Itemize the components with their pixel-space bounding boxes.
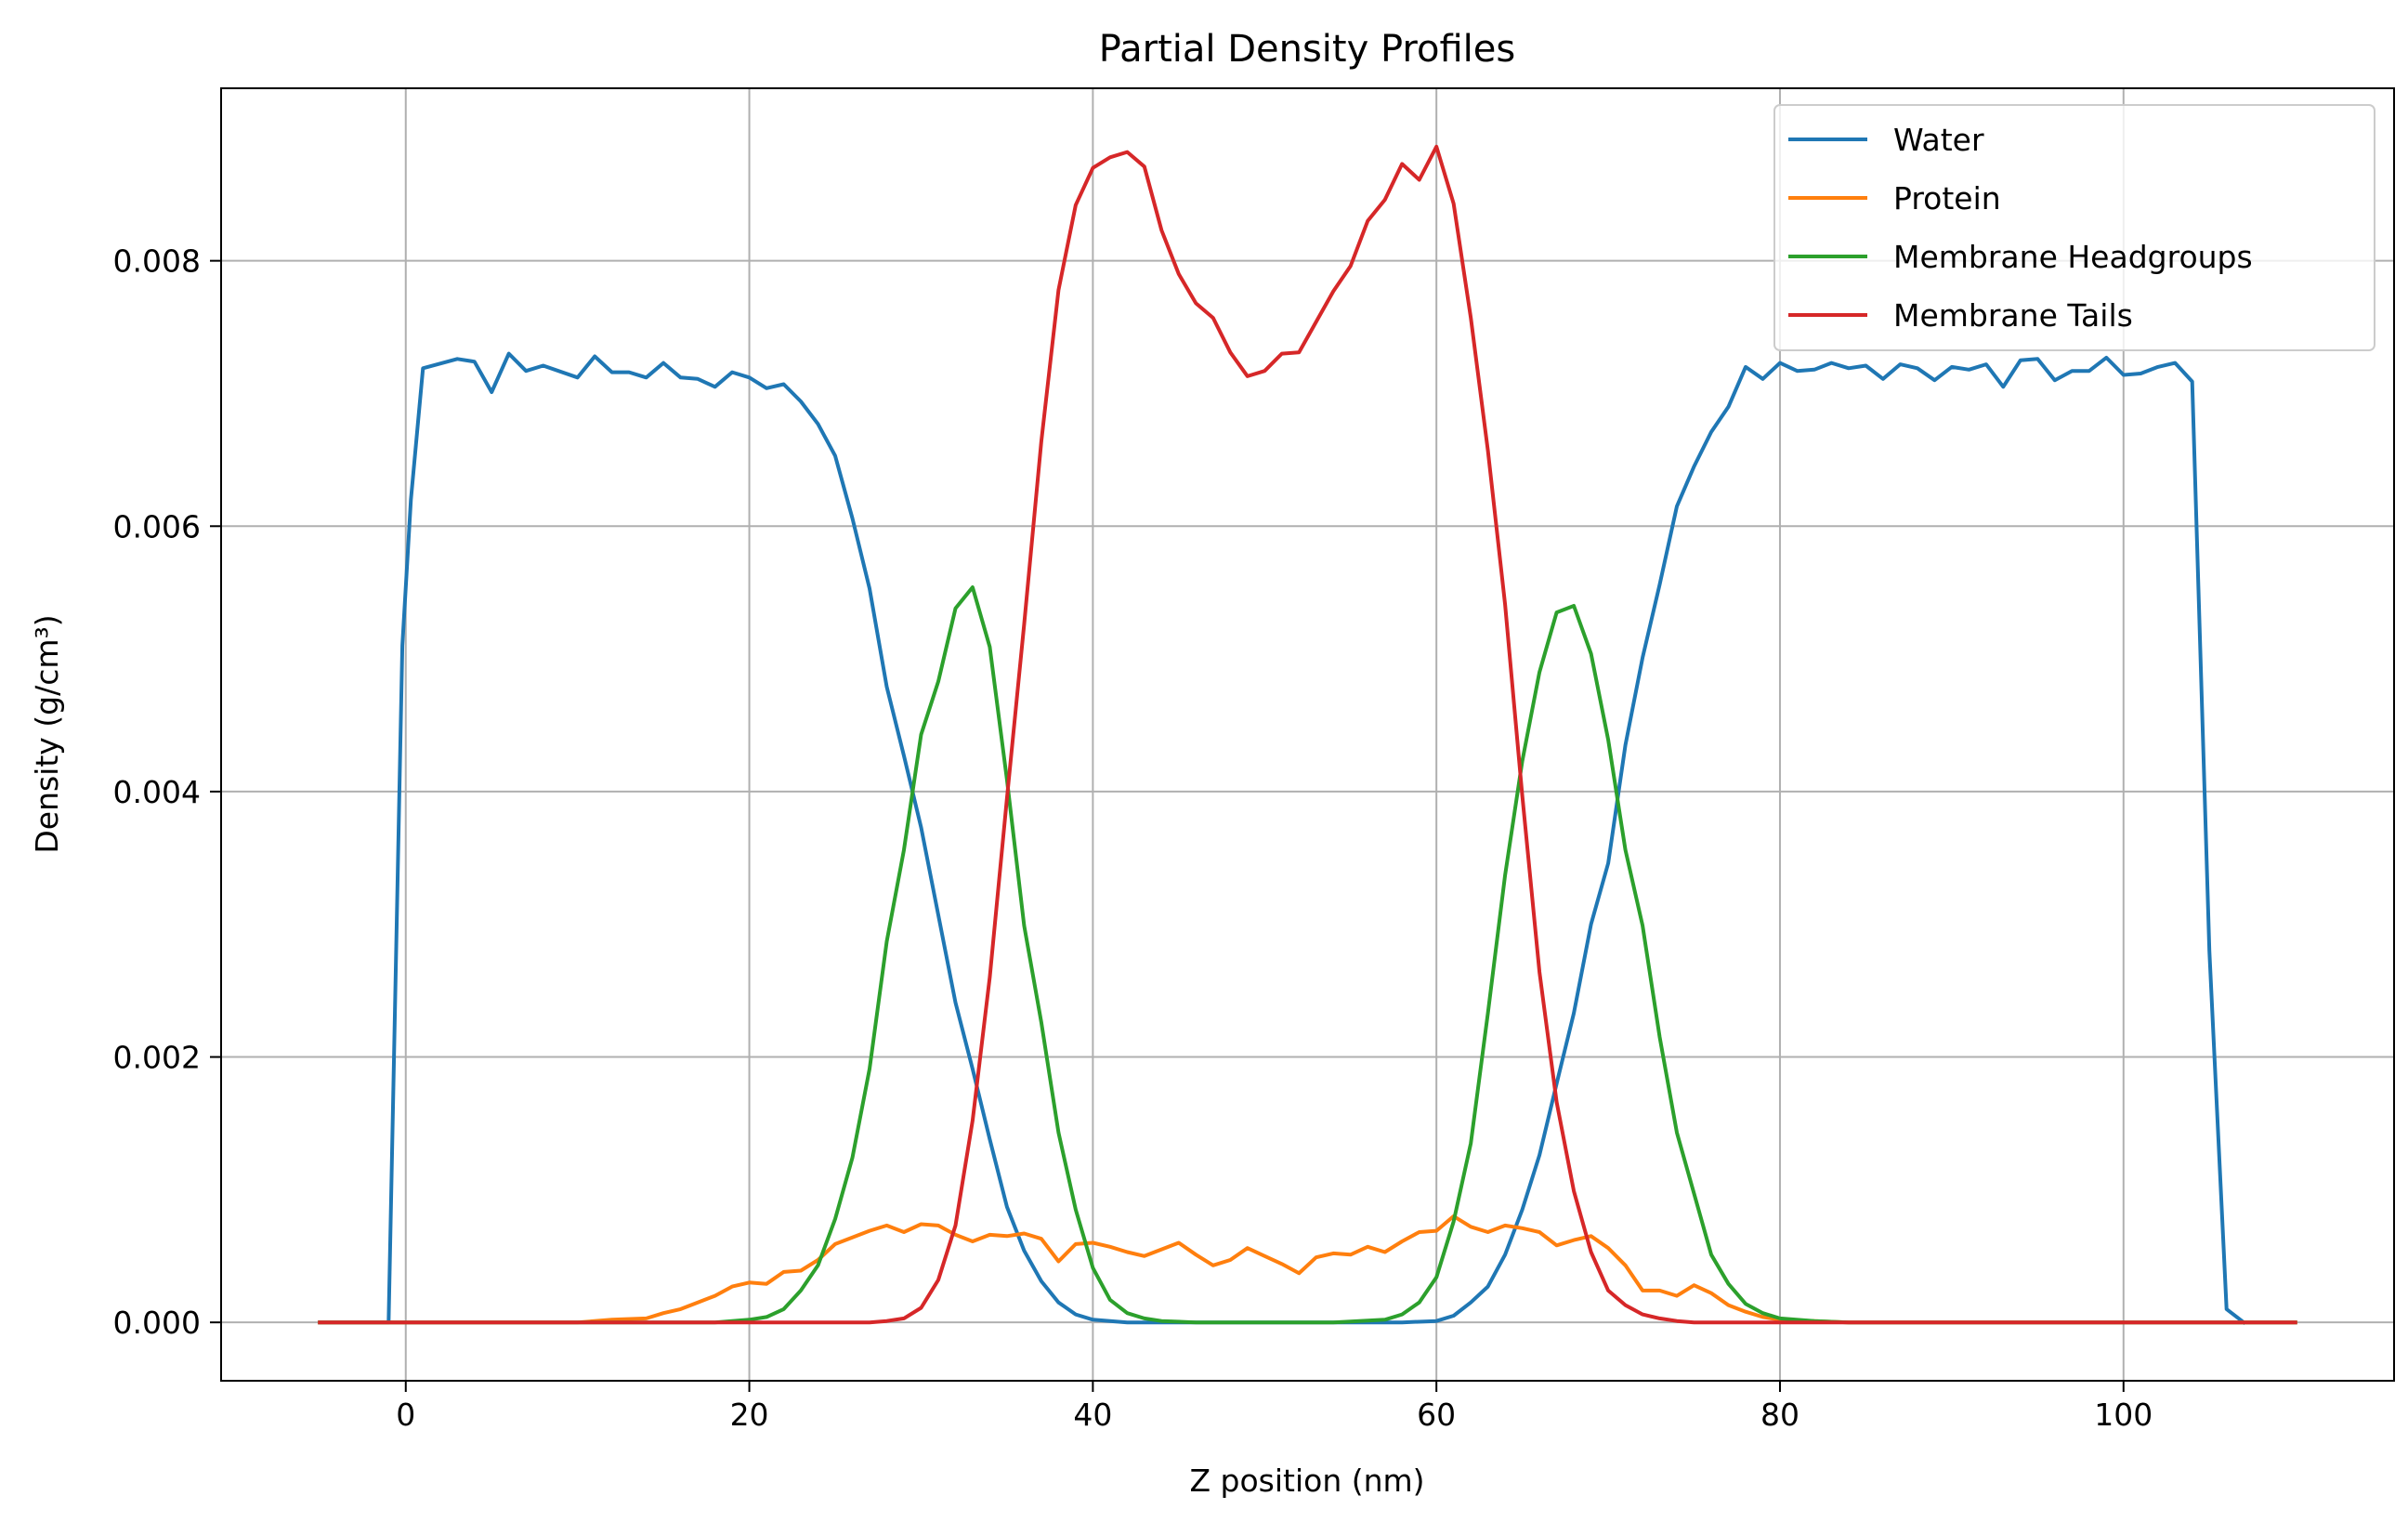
series-line-protein — [318, 1214, 2297, 1325]
x-axis-label: Z position (nm) — [1189, 1463, 1424, 1499]
plot-frame — [220, 87, 2395, 1382]
x-tick-label: 0 — [396, 1397, 415, 1433]
legend: Water Protein Membrane Headgroups Membrane … — [1773, 104, 2375, 351]
legend-label-water: Water — [1893, 122, 1984, 158]
y-tick-label: 0.004 — [113, 774, 201, 810]
y-tick-label: 0.006 — [113, 508, 201, 545]
x-tick-label: 60 — [1417, 1397, 1456, 1433]
series-line-water — [318, 351, 2247, 1326]
legend-box — [1773, 104, 2375, 351]
axis-ticks: 0 20 40 60 80 100 0.000 0.002 0.004 0.006 0.008 — [113, 243, 2153, 1433]
x-tick-label: 80 — [1760, 1397, 1799, 1433]
y-tick-label: 0.002 — [113, 1040, 201, 1076]
x-tick-label: 100 — [2094, 1397, 2153, 1433]
series-line-membrane-headgroups — [318, 585, 2297, 1325]
y-axis-label: Density (g/cm³) — [29, 614, 65, 853]
legend-label-protein: Protein — [1893, 180, 2001, 216]
chart-title: Partial Density Profiles — [1099, 28, 1515, 71]
y-tick-label: 0.008 — [113, 243, 201, 280]
legend-label-membrane-headgroups: Membrane Headgroups — [1893, 239, 2253, 275]
series-line-membrane-tails — [318, 144, 2297, 1325]
x-tick-label: 40 — [1073, 1397, 1112, 1433]
legend-label-membrane-tails: Membrane Tails — [1893, 297, 2133, 334]
x-tick-label: 20 — [730, 1397, 769, 1433]
y-tick-label: 0.000 — [113, 1305, 201, 1341]
series-lines — [318, 144, 2297, 1326]
